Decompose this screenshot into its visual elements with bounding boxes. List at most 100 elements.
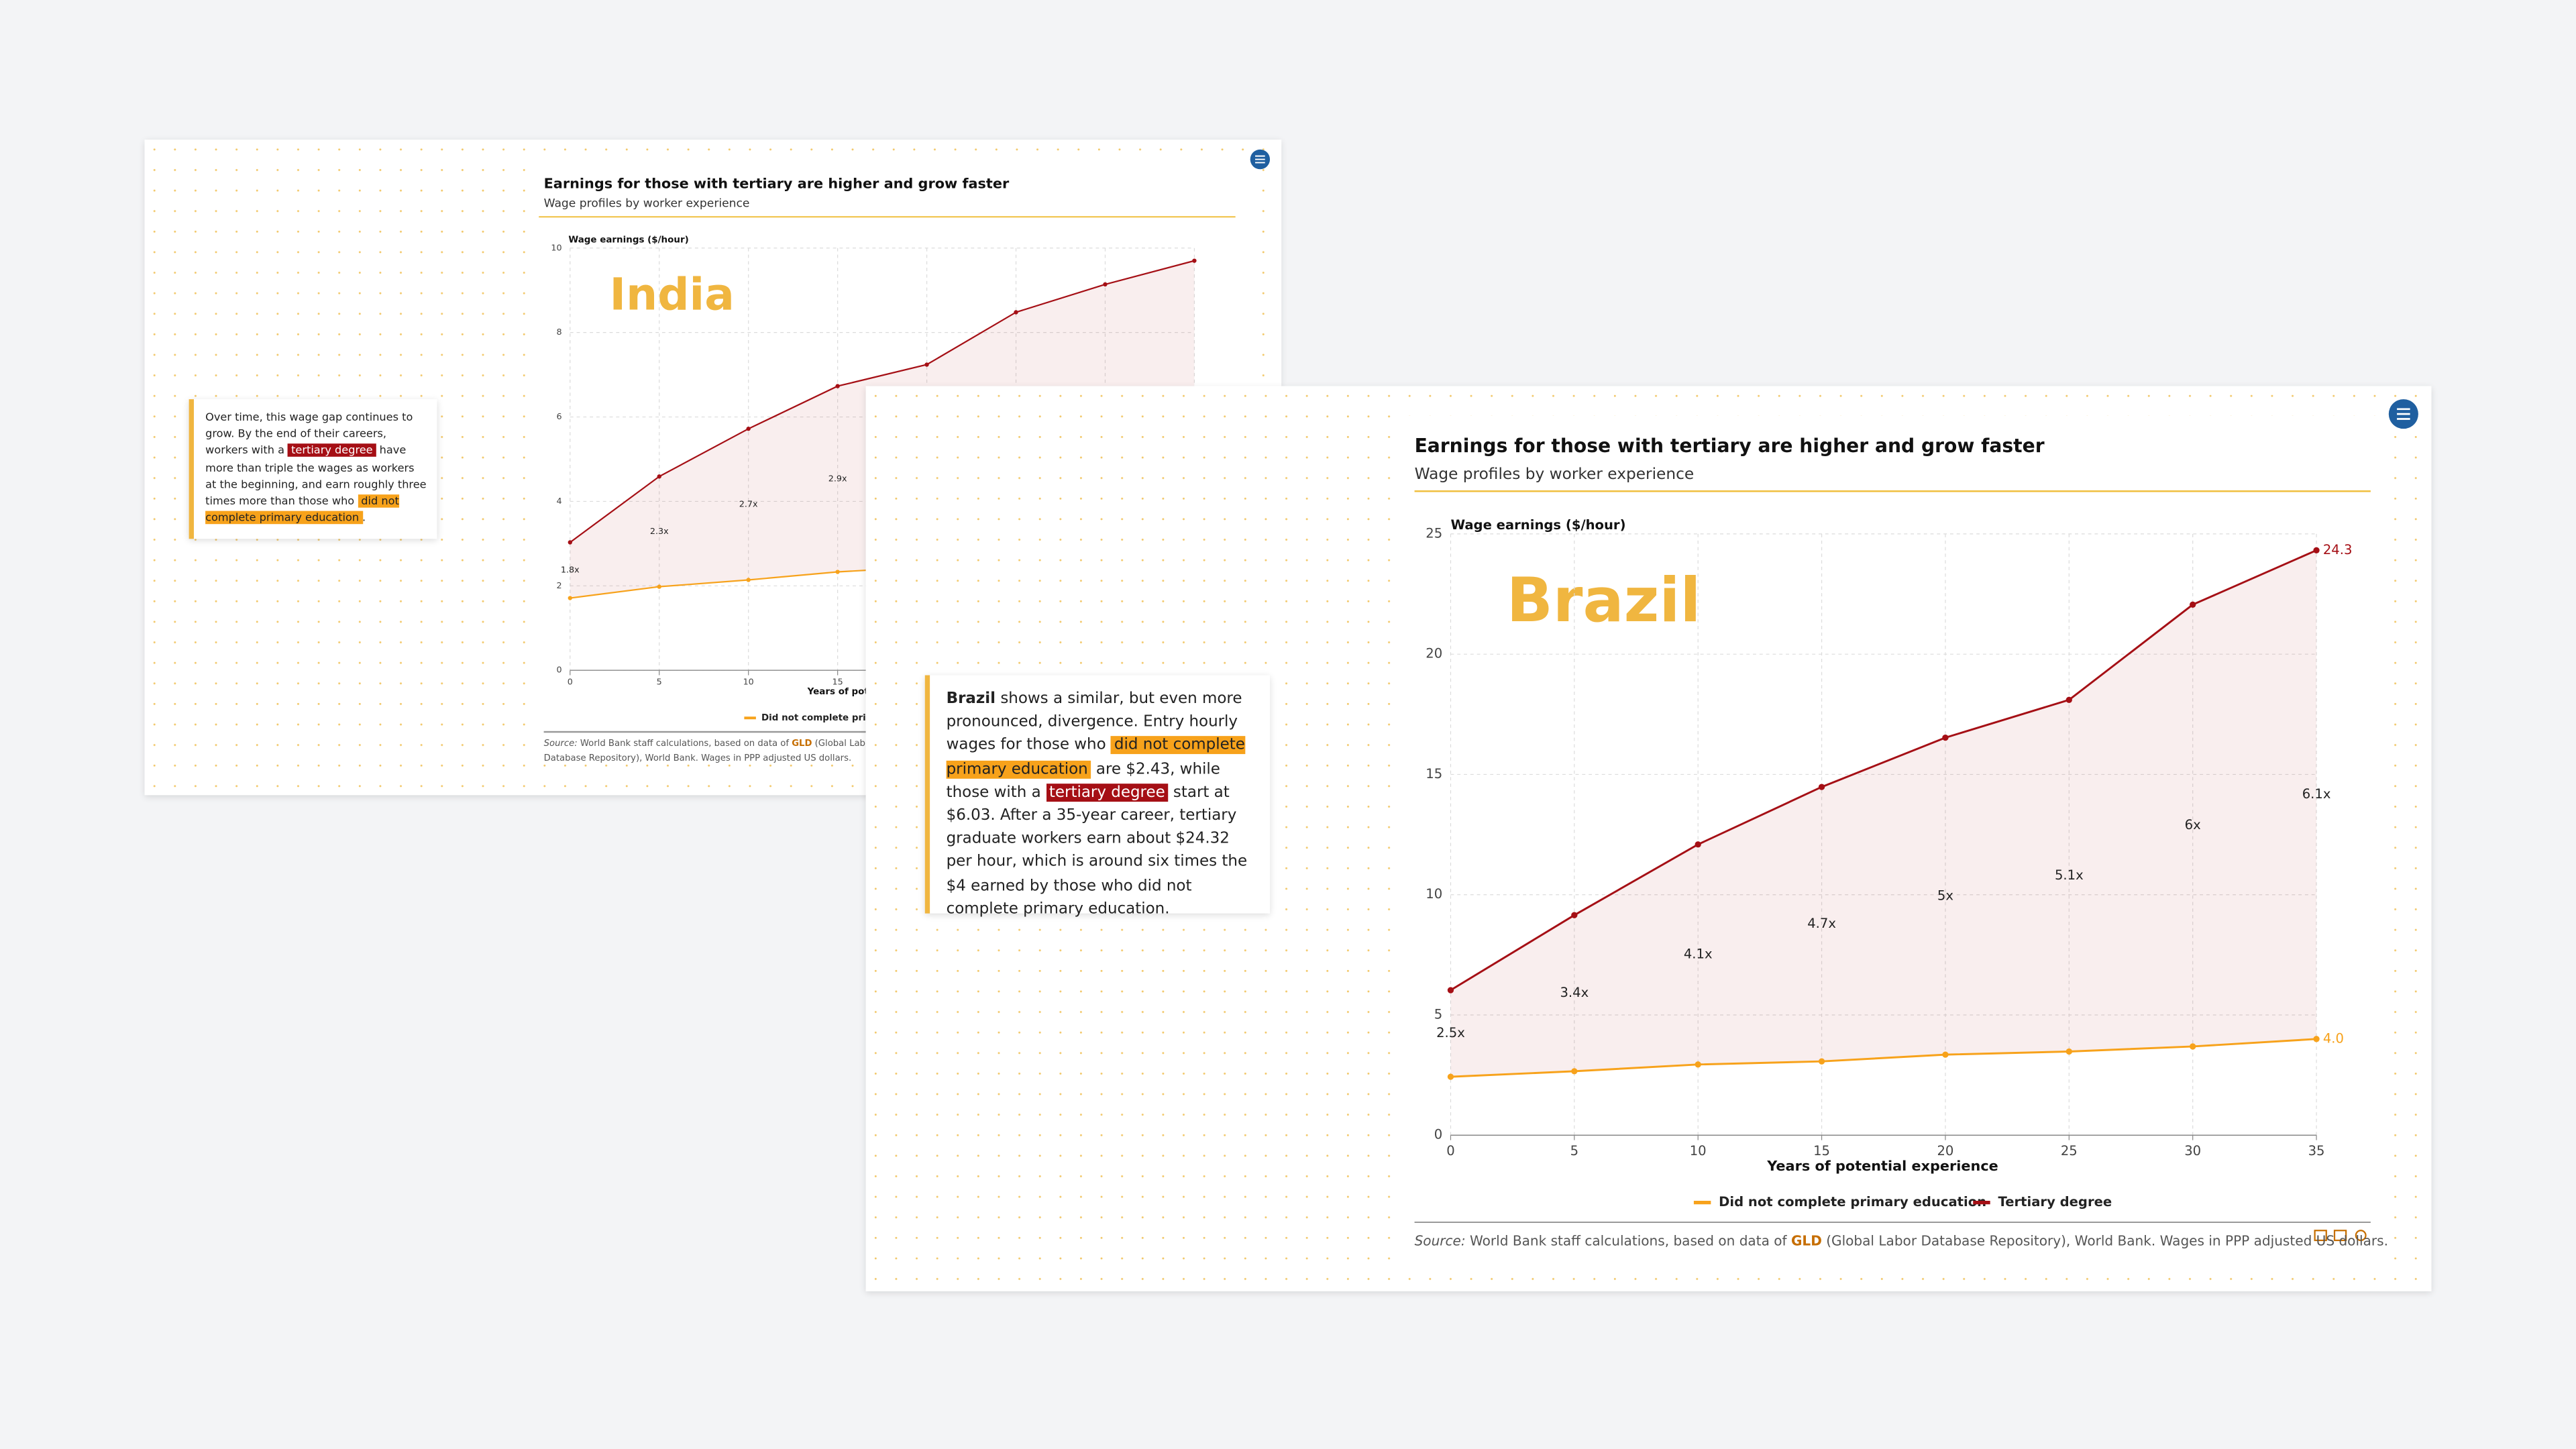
y-tick-label: 10 xyxy=(1426,886,1442,902)
data-point xyxy=(924,362,929,367)
series-line xyxy=(570,260,1195,543)
note-text: start at $6.03. After a 35-year career, … xyxy=(946,783,1248,918)
data-point xyxy=(657,584,661,589)
data-point xyxy=(1447,1073,1454,1080)
country-label: Brazil xyxy=(1507,566,1701,636)
x-tick-label: 0 xyxy=(1446,1143,1454,1159)
x-tick-label: 10 xyxy=(743,677,754,687)
series-line xyxy=(1450,1038,2317,1078)
x-tick-label: 15 xyxy=(1813,1143,1830,1159)
brazil-card: Earnings for those with tertiary are hig… xyxy=(865,386,2432,1291)
source-label: Source: xyxy=(543,739,578,749)
y-tick-label: 4 xyxy=(556,496,561,506)
data-point xyxy=(1571,912,1578,918)
ratio-label: 3.4x xyxy=(1560,985,1589,1000)
ratio-label: 2.3x xyxy=(650,527,669,537)
y-tick-label: 6 xyxy=(556,412,561,422)
x-axis-label: Years of potential experience xyxy=(1766,1158,1998,1174)
x-tick-label: 5 xyxy=(657,677,662,687)
link-icon[interactable] xyxy=(2355,1230,2367,1242)
data-point xyxy=(2313,1036,2320,1042)
x-tick-label: 15 xyxy=(833,677,843,687)
annotation: Over time, this wage gap continues to gr… xyxy=(189,399,437,539)
legend-label: Did not complete primary education xyxy=(1719,1194,1986,1210)
data-point xyxy=(835,384,840,388)
series-line xyxy=(1450,549,2317,991)
data-point xyxy=(1192,258,1197,263)
chart-subtitle: Wage profiles by worker experience xyxy=(1415,465,1695,483)
ratio-label: 5.1x xyxy=(2055,867,2084,883)
source-link[interactable]: GLD xyxy=(1790,1232,1822,1249)
chart-title: Earnings for those with tertiary are hig… xyxy=(1415,435,2045,457)
annotation: Brazil shows a similar, but even more pr… xyxy=(924,675,1271,918)
ratio-label: 4.1x xyxy=(1684,946,1713,961)
y-tick-label: 15 xyxy=(1426,766,1442,782)
ratio-label: 6.1x xyxy=(2302,786,2331,802)
y-tick-label: 8 xyxy=(556,327,561,337)
data-point xyxy=(568,540,572,545)
source-text: (Global Labor Database Repository), Worl… xyxy=(1821,1232,2388,1249)
source-text: World Bank staff calculations, based on … xyxy=(577,739,792,749)
ratio-label: 2.7x xyxy=(739,499,758,509)
value-label: 24.3 xyxy=(2323,542,2353,557)
value-label: 4.0 xyxy=(2323,1030,2344,1046)
note-text: . xyxy=(362,511,366,525)
y-axis-label: Wage earnings ($/hour) xyxy=(568,235,688,246)
y-tick-label: 25 xyxy=(1426,525,1442,541)
image-icon[interactable] xyxy=(2333,1230,2347,1242)
y-axis-label: Wage earnings ($/hour) xyxy=(1450,517,1625,533)
y-tick-label: 20 xyxy=(1426,646,1442,661)
source-text: World Bank staff calculations, based on … xyxy=(1465,1232,1791,1249)
y-tick-label: 2 xyxy=(556,581,561,591)
note-highlight: tertiary degree xyxy=(1046,783,1169,802)
data-point xyxy=(1818,784,1825,790)
note-bold: Brazil xyxy=(946,690,996,708)
data-point xyxy=(1103,282,1108,287)
y-tick-label: 0 xyxy=(1434,1127,1442,1142)
chart-subtitle: Wage profiles by worker experience xyxy=(544,197,750,211)
table-icon[interactable] xyxy=(2314,1230,2327,1242)
source-link[interactable]: GLD xyxy=(792,739,812,749)
data-point xyxy=(1014,310,1018,315)
menu-icon xyxy=(1255,155,1265,164)
data-point xyxy=(1818,1058,1825,1065)
data-point xyxy=(1695,841,1701,848)
ratio-label: 2.9x xyxy=(828,474,847,484)
data-point xyxy=(1695,1061,1701,1068)
ratio-label: 2.5x xyxy=(1436,1025,1465,1040)
x-tick-label: 30 xyxy=(2184,1143,2201,1159)
data-point xyxy=(746,578,751,582)
source-label: Source: xyxy=(1414,1232,1466,1249)
data-point xyxy=(2190,601,2196,608)
ratio-label: 4.7x xyxy=(1807,916,1836,931)
export-icons[interactable] xyxy=(2314,1230,2367,1242)
data-point xyxy=(2065,1048,2072,1055)
data-point xyxy=(2190,1043,2196,1050)
chart-title: Earnings for those with tertiary are hig… xyxy=(544,175,1010,191)
source-text: (Global Labor Database Repository), Worl… xyxy=(543,739,875,763)
ratio-label: 6x xyxy=(2185,817,2201,833)
x-tick-label: 20 xyxy=(1937,1143,1953,1159)
y-tick-label: 10 xyxy=(551,243,561,253)
x-tick-label: 35 xyxy=(2308,1143,2325,1159)
data-point xyxy=(835,570,840,574)
x-tick-label: 0 xyxy=(568,677,573,687)
legend-label: Tertiary degree xyxy=(1998,1194,2112,1210)
ratio-label: 5x xyxy=(1937,888,1953,903)
y-tick-label: 0 xyxy=(556,665,561,676)
data-point xyxy=(2065,696,2072,703)
data-point xyxy=(1571,1068,1578,1075)
chart-panel xyxy=(1395,415,2389,1264)
x-tick-label: 10 xyxy=(1690,1143,1707,1159)
data-point xyxy=(568,596,572,600)
data-point xyxy=(1942,1051,1949,1058)
source: Source: World Bank staff calculations, b… xyxy=(1415,1227,2388,1248)
data-point xyxy=(746,426,751,431)
note-text: have more than triple the wages as worke… xyxy=(205,444,427,508)
note-text: Over time, this wage gap continues to gr… xyxy=(205,411,413,458)
data-point xyxy=(1447,987,1454,994)
gap-area xyxy=(1450,550,2317,1077)
note-text: shows a similar, but even more pronounce… xyxy=(946,690,1242,755)
note-text: are $2.43, while those with a xyxy=(946,759,1220,802)
